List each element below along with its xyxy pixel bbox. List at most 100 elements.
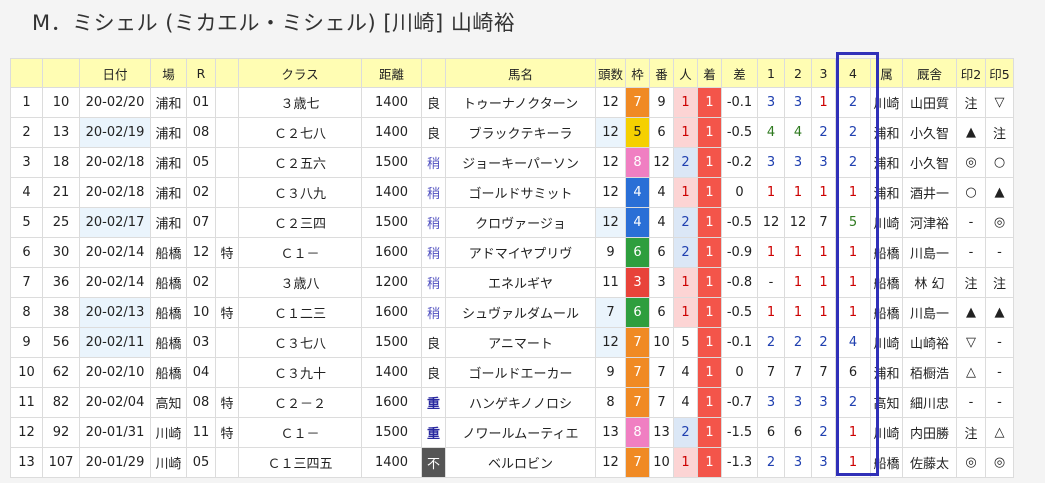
horse-name[interactable]: シュヴァルダムール — [445, 297, 596, 328]
special-mark — [215, 327, 239, 358]
table-row[interactable]: 13 107 20-01/29 川崎 05 Ｃ１三四五 1400 不ベルロビン 12 7 10 1 1-… — [10, 447, 1014, 478]
row-number: 3 — [10, 147, 43, 178]
horse-name[interactable]: ベルロビン — [445, 447, 596, 478]
margin: 0 — [721, 177, 758, 208]
horse-name[interactable]: トゥーナノクターン — [445, 87, 596, 118]
row-number: 5 — [10, 207, 43, 238]
corner-2: 1 — [784, 237, 812, 268]
column-header[interactable]: 番 — [649, 58, 674, 88]
mark-5: ◎ — [985, 447, 1014, 478]
column-header[interactable]: 距離 — [361, 58, 422, 88]
column-header[interactable]: 馬名 — [445, 58, 596, 88]
popularity: 4 — [673, 387, 698, 418]
track-condition: 稍 — [421, 207, 446, 238]
race-class: Ｃ１－ — [238, 237, 362, 268]
distance: 1500 — [361, 207, 422, 238]
mark-5: - — [985, 327, 1014, 358]
column-header[interactable]: 印2 — [956, 58, 986, 88]
horse-name[interactable]: ジョーキーパーソン — [445, 147, 596, 178]
corner-1: 3 — [757, 387, 785, 418]
column-header[interactable]: 4 — [835, 58, 871, 88]
column-header[interactable]: 3 — [811, 58, 836, 88]
horse-name[interactable]: エネルギヤ — [445, 267, 596, 298]
finish-position: 1 — [697, 357, 722, 388]
table-row[interactable]: 8 38 20-02/13 船橋 10 特 Ｃ１二三 1600 稍シュヴァルダムール 7 6 6 1 1-… — [10, 297, 1014, 328]
column-header[interactable]: 厩舎 — [902, 58, 957, 88]
column-header[interactable] — [421, 58, 446, 88]
column-header[interactable]: 属 — [870, 58, 903, 88]
column-header[interactable]: 場 — [150, 58, 187, 88]
column-header[interactable]: 印5 — [985, 58, 1014, 88]
table-row[interactable]: 1 10 20-02/20 浦和 01 ３歳七 1400 良トゥーナノクターン 12 7 9 1 1 -0… — [10, 87, 1014, 118]
corner-4: 2 — [835, 87, 871, 118]
corner-1: 1 — [757, 297, 785, 328]
track-condition: 稍 — [421, 297, 446, 328]
table-row[interactable]: 12 92 20-01/31 川崎 11 特 Ｃ１－ 1500 重ノワールムーティエ 13 8 13 2… — [10, 417, 1014, 448]
table-row[interactable]: 9 56 20-02/11 船橋 03 Ｃ３七八 1500 良アニマート 12 7 10 5 1 -0.1… — [10, 327, 1014, 358]
gate-badge: 7 — [625, 387, 650, 418]
column-header[interactable]: R — [186, 58, 216, 88]
table-row[interactable]: 11 82 20-02/04 高知 08 特 Ｃ２－２ 1600 重ハンゲキノノロシ 8 7 7 4 1-… — [10, 387, 1014, 418]
column-header[interactable]: 1 — [757, 58, 785, 88]
distance: 1400 — [361, 87, 422, 118]
race-date: 20-02/20 — [79, 87, 151, 118]
horse-name[interactable]: ノワールムーティエ — [445, 417, 596, 448]
table-row[interactable]: 2 13 20-02/19 浦和 08 Ｃ２七八 1400 良ブラックテキーラ 12 5 6 1 1 -0… — [10, 117, 1014, 148]
margin: -1.5 — [721, 417, 758, 448]
column-header[interactable] — [215, 58, 239, 88]
mark-2: 注 — [956, 417, 986, 448]
column-header[interactable] — [42, 58, 80, 88]
table-row[interactable]: 5 25 20-02/17 浦和 07 Ｃ２三四 1500 稍クロヴァージョ 12 4 4 2 1 -0.… — [10, 207, 1014, 238]
mark-5: 注 — [985, 267, 1014, 298]
horse-name[interactable]: クロヴァージョ — [445, 207, 596, 238]
race-id: 25 — [42, 207, 80, 238]
horse-name[interactable]: ブラックテキーラ — [445, 117, 596, 148]
table-row[interactable]: 10 62 20-02/10 船橋 04 Ｃ３九十 1400 良ゴールドエーカー 9 7 7 4 1 0 7… — [10, 357, 1014, 388]
gate-badge: 8 — [625, 147, 650, 178]
corner-4: 1 — [835, 237, 871, 268]
margin: -0.5 — [721, 117, 758, 148]
corner-3: 1 — [811, 177, 836, 208]
horse-number: 6 — [649, 117, 674, 148]
column-header[interactable]: 頭数 — [595, 58, 626, 88]
horse-name[interactable]: ハンゲキノノロシ — [445, 387, 596, 418]
mark-5: ○ — [985, 147, 1014, 178]
race-date: 20-02/18 — [79, 147, 151, 178]
corner-2: 3 — [784, 387, 812, 418]
column-header[interactable] — [10, 58, 43, 88]
popularity: 1 — [673, 177, 698, 208]
horse-name[interactable]: ゴールドサミット — [445, 177, 596, 208]
race-class: Ｃ２－２ — [238, 387, 362, 418]
track-condition: 良 — [421, 87, 446, 118]
horse-name[interactable]: アニマート — [445, 327, 596, 358]
table-row[interactable]: 3 18 20-02/18 浦和 05 Ｃ２五六 1500 稍ジョーキーパーソン 12 8 12 2 1… — [10, 147, 1014, 178]
finish-position: 1 — [697, 327, 722, 358]
table-row[interactable]: 7 36 20-02/14 船橋 02 ３歳八 1200 稍エネルギヤ 11 3 3 1 1 -0.8-1… — [10, 267, 1014, 298]
corner-4: 1 — [835, 297, 871, 328]
row-number: 7 — [10, 267, 43, 298]
column-header[interactable]: 2 — [784, 58, 812, 88]
mark-5: ▲ — [985, 297, 1014, 328]
column-header[interactable]: クラス — [238, 58, 362, 88]
horse-name[interactable]: ゴールドエーカー — [445, 357, 596, 388]
affiliation: 浦和 — [870, 357, 903, 388]
column-header[interactable]: 着 — [697, 58, 722, 88]
column-header[interactable]: 差 — [721, 58, 758, 88]
corner-4: 2 — [835, 147, 871, 178]
column-header[interactable]: 日付 — [79, 58, 151, 88]
table-row[interactable]: 6 30 20-02/14 船橋 12 特 Ｃ１－ 1600 稍アドマイヤプリヴ 9 6 6 2 1 -0.… — [10, 237, 1014, 268]
column-header[interactable]: 枠 — [625, 58, 650, 88]
horse-name[interactable]: アドマイヤプリヴ — [445, 237, 596, 268]
race-date: 20-01/29 — [79, 447, 151, 478]
trainer-name: 内田勝 — [902, 417, 957, 448]
popularity: 5 — [673, 327, 698, 358]
race-class: Ｃ１二三 — [238, 297, 362, 328]
affiliation: 川崎 — [870, 327, 903, 358]
margin: -0.1 — [721, 327, 758, 358]
corner-1: 1 — [757, 177, 785, 208]
race-id: 36 — [42, 267, 80, 298]
column-header[interactable]: 人 — [673, 58, 698, 88]
table-row[interactable]: 4 21 20-02/18 浦和 02 Ｃ３八九 1400 稍ゴールドサミット 12 4 4 1 1 0 1… — [10, 177, 1014, 208]
corner-2: 7 — [784, 357, 812, 388]
margin: -0.5 — [721, 297, 758, 328]
